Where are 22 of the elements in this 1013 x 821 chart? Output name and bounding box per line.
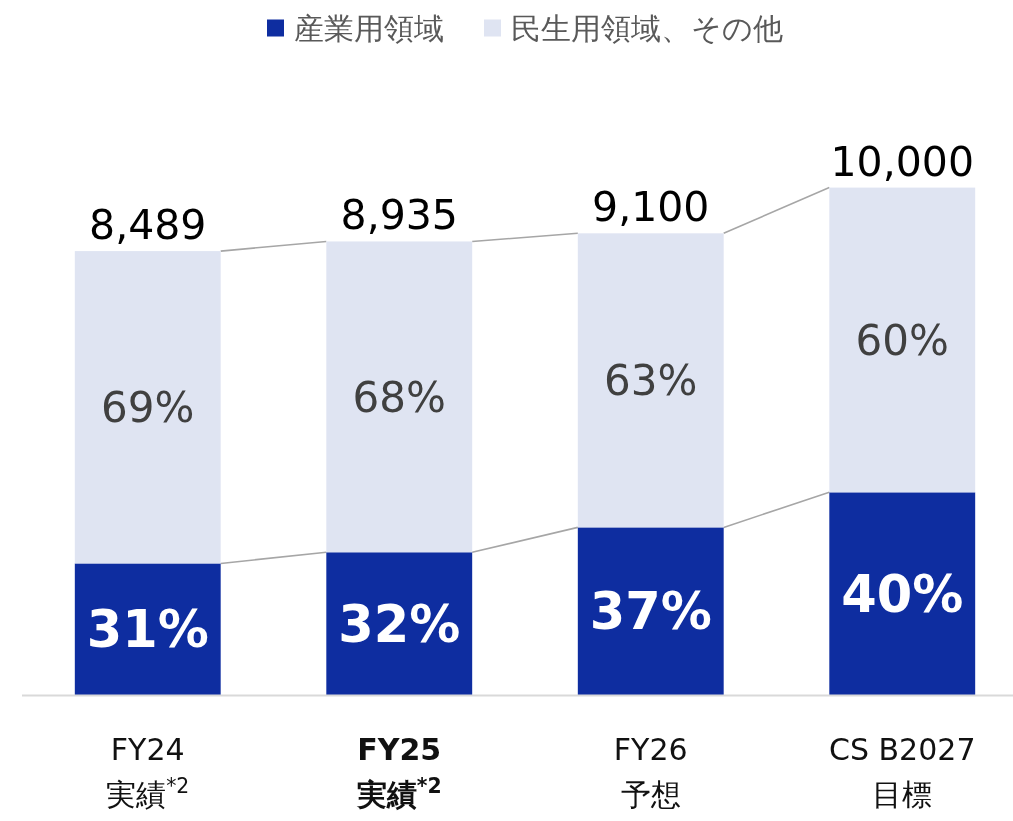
segment-share-label: 37% (589, 581, 712, 641)
total-label: 8,489 (89, 201, 207, 250)
segment-share-label: 68% (352, 372, 446, 422)
x-tick-label: FY24 (110, 732, 185, 767)
segment-share-label: 69% (101, 382, 195, 432)
segment-share-label: 32% (338, 594, 461, 654)
segment-share-label: 31% (86, 599, 209, 659)
x-tick-label: 実績$^{*2}$ (356, 774, 442, 812)
segment-share-label: 40% (841, 564, 964, 624)
x-tick-label: 予想 (620, 777, 681, 812)
total-label: 10,000 (830, 137, 974, 186)
segment-share-label: 60% (855, 315, 949, 365)
total-label: 8,935 (340, 191, 458, 240)
x-tick-label: 目標 (872, 777, 933, 812)
x-tick-label: FY26 (613, 732, 688, 767)
segment-share-label: 63% (604, 355, 698, 405)
x-tick-label: FY25 (357, 732, 442, 767)
x-tick-label: CS B2027 (829, 732, 976, 767)
legend-label: 産業用領域 (294, 10, 444, 46)
total-label: 9,100 (592, 183, 710, 232)
x-tick-label: 実績$^{*2}$ (106, 774, 190, 812)
legend-label: 民生用領域、その他 (511, 10, 783, 46)
